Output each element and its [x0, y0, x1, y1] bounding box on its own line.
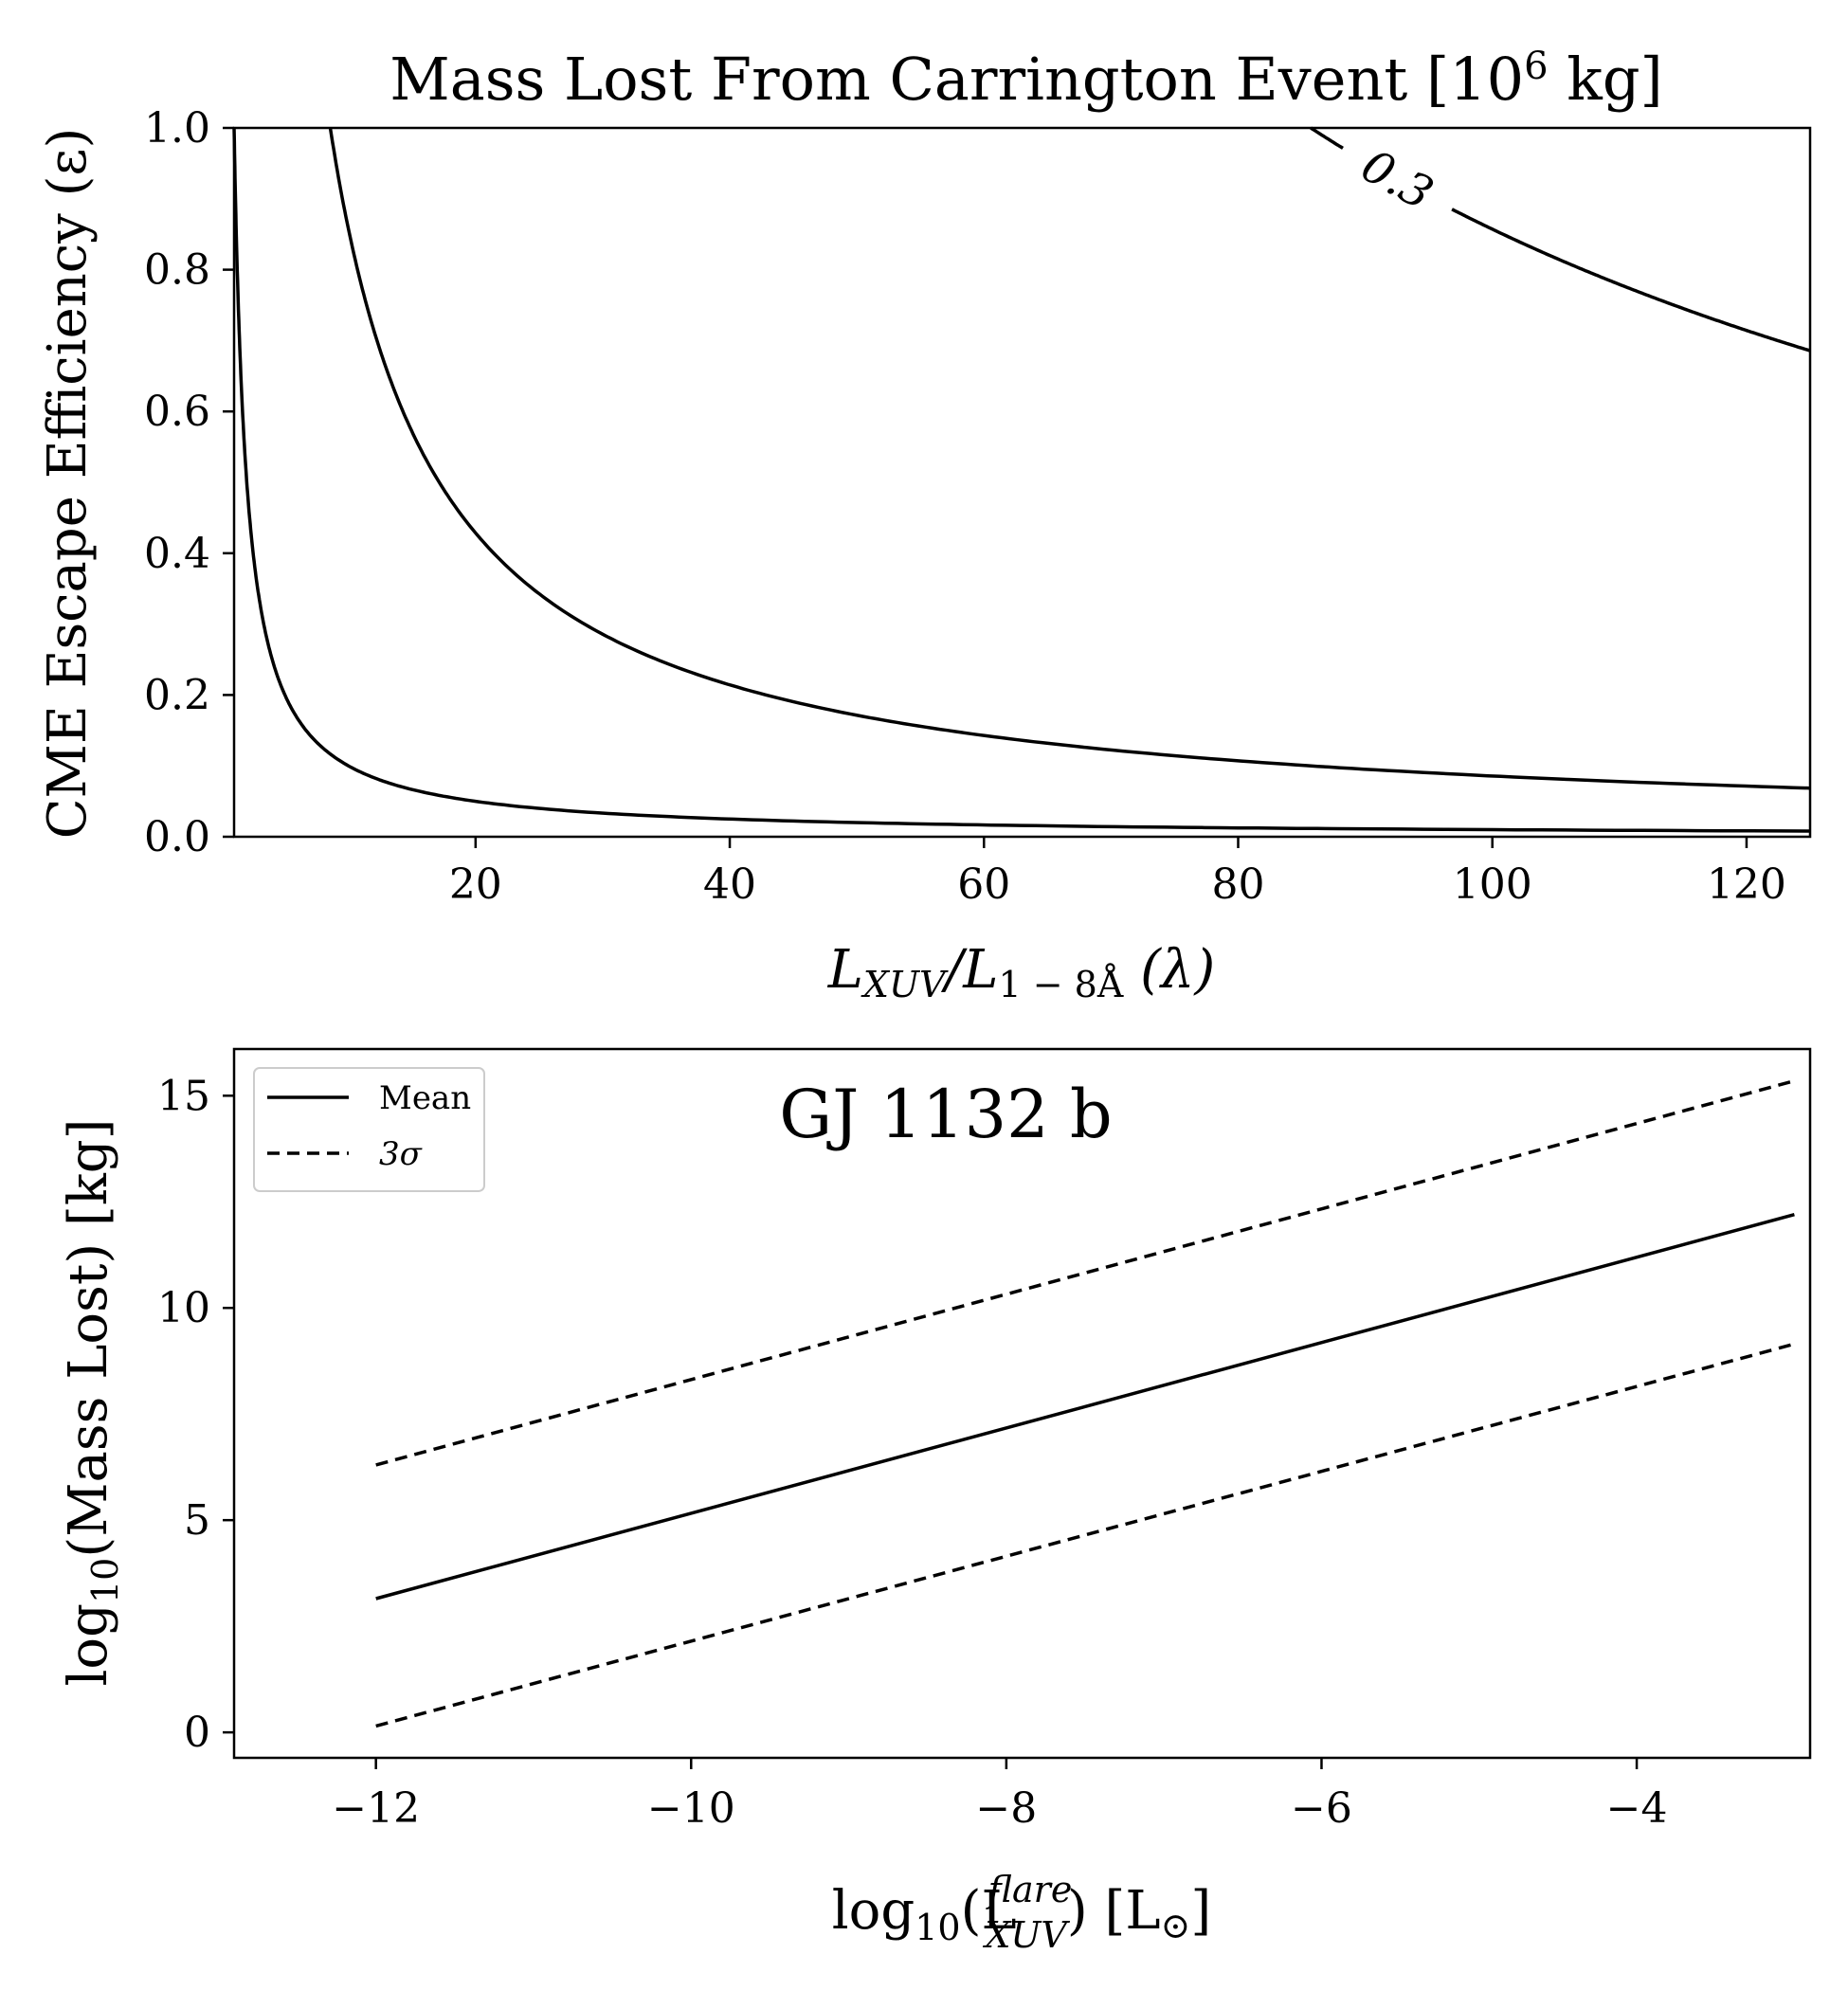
top-x-tick-label: 100 [1453, 860, 1532, 909]
top-y-tick-label: 0.6 [144, 388, 210, 436]
top-x-tick-label: 80 [1211, 860, 1264, 909]
contour-line-level-1 [328, 127, 1811, 790]
top-y-tick-label: 0.8 [144, 246, 210, 295]
legend-label-mean: Mean [379, 1079, 471, 1117]
top-y-tick-label: 0.4 [144, 530, 210, 578]
top-x-tick-label: 40 [703, 860, 756, 909]
bottom-x-tick-label: −8 [975, 1784, 1037, 1833]
legend: Mean 3σ [253, 1067, 485, 1192]
series-line-lower-3sigma [375, 1342, 1795, 1728]
top-plot-frame [232, 126, 1812, 839]
top-y-tick-label: 0.2 [144, 671, 210, 719]
top-y-tick-label: 0.0 [144, 813, 210, 861]
bottom-panel-annotation: GJ 1132 b [779, 1076, 1112, 1153]
top-x-ticks: 20 40 60 80 100 120 [449, 837, 1786, 909]
top-y-ticks: 0.0 0.2 0.4 0.6 0.8 1.0 [144, 104, 234, 861]
bottom-plot-frame [232, 1047, 1812, 1760]
bottom-series-lines [375, 1078, 1795, 1728]
contour-line-level-2-part-0 [1310, 126, 1344, 150]
bottom-y-axis-label: log10(Mass Lost) [kg] [58, 1119, 126, 1687]
bottom-y-ticks: 0 5 10 15 [157, 1072, 234, 1757]
bottom-y-tick-label: 0 [184, 1709, 210, 1757]
legend-item-mean: Mean [267, 1079, 471, 1117]
bottom-x-ticks: −12 −10 −8 −6 −4 [332, 1758, 1668, 1833]
bottom-x-tick-label: −4 [1606, 1784, 1668, 1833]
legend-label-3sigma: 3σ [379, 1135, 423, 1173]
top-x-axis-label: LXUV/L1 − 8Å (λ) [827, 939, 1216, 1005]
contour-line-level-0 [232, 127, 1811, 833]
bottom-x-tick-label: −6 [1291, 1784, 1352, 1833]
top-y-tick-label: 1.0 [144, 104, 210, 153]
bottom-panel: GJ 1132 b Mean 3σ −12 −10 −8 −6 −4 0 5 10 15 lo… [58, 1047, 1812, 1956]
series-line-mean [375, 1213, 1795, 1601]
bottom-x-axis-label: log10(Lflare XUV) [L⊙] [832, 1869, 1211, 1956]
top-contour-lines [232, 126, 1811, 833]
top-x-tick-label: 60 [957, 860, 1010, 909]
top-y-axis-label: CME Escape Efficiency (ε) [37, 128, 99, 840]
bottom-x-tick-label: −10 [647, 1784, 735, 1833]
top-chart-title: Mass Lost From Carrington Event [106 kg] [390, 45, 1662, 114]
top-panel: Mass Lost From Carrington Event [106 kg]… [37, 45, 1812, 1005]
top-x-tick-label: 120 [1707, 860, 1786, 909]
top-x-tick-label: 20 [449, 860, 502, 909]
bottom-y-tick-label: 15 [157, 1072, 210, 1120]
series-line-upper-3sigma [375, 1078, 1795, 1467]
contour-line-level-2-part-1 [1451, 208, 1811, 353]
legend-item-3sigma: 3σ [267, 1135, 423, 1173]
bottom-y-tick-label: 10 [157, 1284, 210, 1332]
bottom-x-tick-label: −12 [332, 1784, 420, 1833]
bottom-y-tick-label: 5 [184, 1496, 210, 1545]
